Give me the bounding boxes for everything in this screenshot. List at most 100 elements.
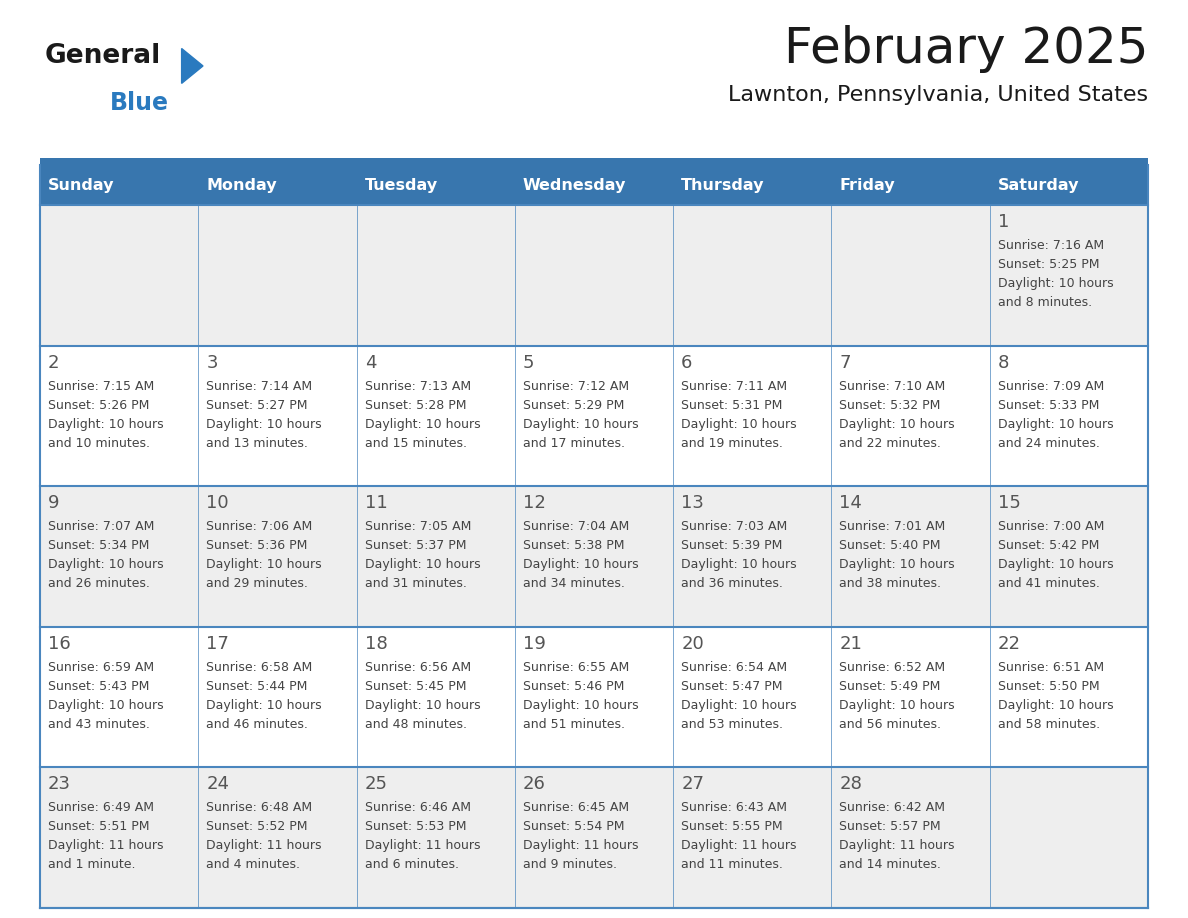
Text: Daylight: 11 hours: Daylight: 11 hours [681, 839, 797, 853]
Text: Sunrise: 7:14 AM: Sunrise: 7:14 AM [207, 380, 312, 393]
Text: 6: 6 [681, 353, 693, 372]
Text: Sunrise: 6:48 AM: Sunrise: 6:48 AM [207, 801, 312, 814]
Text: Sunset: 5:44 PM: Sunset: 5:44 PM [207, 680, 308, 693]
Text: and 34 minutes.: and 34 minutes. [523, 577, 625, 590]
Text: and 31 minutes.: and 31 minutes. [365, 577, 467, 590]
Text: Sunrise: 6:59 AM: Sunrise: 6:59 AM [48, 661, 154, 674]
Text: 9: 9 [48, 494, 59, 512]
Text: 21: 21 [840, 635, 862, 653]
Text: Daylight: 10 hours: Daylight: 10 hours [523, 418, 638, 431]
Bar [40, 158, 1148, 169]
Text: 23: 23 [48, 776, 71, 793]
Text: Sunset: 5:36 PM: Sunset: 5:36 PM [207, 539, 308, 553]
Text: February 2025: February 2025 [784, 25, 1148, 73]
Text: and 14 minutes.: and 14 minutes. [840, 858, 941, 871]
Text: Sunset: 5:38 PM: Sunset: 5:38 PM [523, 539, 625, 553]
Text: and 43 minutes.: and 43 minutes. [48, 718, 150, 731]
Text: and 51 minutes.: and 51 minutes. [523, 718, 625, 731]
Text: 15: 15 [998, 494, 1020, 512]
Text: and 17 minutes.: and 17 minutes. [523, 437, 625, 450]
Text: Sunset: 5:28 PM: Sunset: 5:28 PM [365, 398, 466, 411]
Text: Thursday: Thursday [681, 177, 765, 193]
Text: Sunrise: 6:56 AM: Sunrise: 6:56 AM [365, 661, 470, 674]
Text: 2: 2 [48, 353, 59, 372]
Text: Sunset: 5:43 PM: Sunset: 5:43 PM [48, 680, 150, 693]
Text: Sunrise: 6:49 AM: Sunrise: 6:49 AM [48, 801, 154, 814]
Text: Wednesday: Wednesday [523, 177, 626, 193]
Polygon shape [182, 49, 203, 84]
Text: Daylight: 10 hours: Daylight: 10 hours [840, 558, 955, 571]
Text: Sunset: 5:37 PM: Sunset: 5:37 PM [365, 539, 466, 553]
Text: 24: 24 [207, 776, 229, 793]
Text: Sunrise: 6:46 AM: Sunrise: 6:46 AM [365, 801, 470, 814]
Text: Daylight: 10 hours: Daylight: 10 hours [48, 699, 164, 711]
Text: Sunset: 5:45 PM: Sunset: 5:45 PM [365, 680, 466, 693]
Text: 4: 4 [365, 353, 377, 372]
Text: 26: 26 [523, 776, 545, 793]
Text: Daylight: 10 hours: Daylight: 10 hours [207, 699, 322, 711]
Text: Sunrise: 7:04 AM: Sunrise: 7:04 AM [523, 521, 630, 533]
Text: Sunset: 5:25 PM: Sunset: 5:25 PM [998, 258, 1099, 271]
Text: Sunset: 5:51 PM: Sunset: 5:51 PM [48, 821, 150, 834]
Text: Sunrise: 7:15 AM: Sunrise: 7:15 AM [48, 380, 154, 393]
Text: Daylight: 10 hours: Daylight: 10 hours [48, 558, 164, 571]
Text: Sunrise: 6:54 AM: Sunrise: 6:54 AM [681, 661, 788, 674]
Text: Sunrise: 7:03 AM: Sunrise: 7:03 AM [681, 521, 788, 533]
Text: Daylight: 10 hours: Daylight: 10 hours [365, 699, 480, 711]
Text: Daylight: 10 hours: Daylight: 10 hours [840, 418, 955, 431]
Text: Sunrise: 7:09 AM: Sunrise: 7:09 AM [998, 380, 1104, 393]
Text: 13: 13 [681, 494, 704, 512]
Text: and 24 minutes.: and 24 minutes. [998, 437, 1100, 450]
Text: Sunset: 5:57 PM: Sunset: 5:57 PM [840, 821, 941, 834]
Text: and 6 minutes.: and 6 minutes. [365, 858, 459, 871]
Text: Daylight: 10 hours: Daylight: 10 hours [681, 418, 797, 431]
Text: Daylight: 11 hours: Daylight: 11 hours [207, 839, 322, 853]
Text: Sunset: 5:46 PM: Sunset: 5:46 PM [523, 680, 624, 693]
Text: 19: 19 [523, 635, 545, 653]
Text: Sunset: 5:49 PM: Sunset: 5:49 PM [840, 680, 941, 693]
Text: 17: 17 [207, 635, 229, 653]
Text: and 9 minutes.: and 9 minutes. [523, 858, 617, 871]
Text: and 4 minutes.: and 4 minutes. [207, 858, 301, 871]
Bar [40, 345, 1148, 487]
Text: 1: 1 [998, 213, 1009, 231]
Text: and 13 minutes.: and 13 minutes. [207, 437, 308, 450]
Text: Daylight: 10 hours: Daylight: 10 hours [998, 558, 1113, 571]
Text: Sunset: 5:34 PM: Sunset: 5:34 PM [48, 539, 150, 553]
Text: Lawnton, Pennsylvania, United States: Lawnton, Pennsylvania, United States [728, 85, 1148, 105]
Text: Sunrise: 6:58 AM: Sunrise: 6:58 AM [207, 661, 312, 674]
Text: and 38 minutes.: and 38 minutes. [840, 577, 941, 590]
Text: Sunrise: 6:51 AM: Sunrise: 6:51 AM [998, 661, 1104, 674]
Text: Monday: Monday [207, 177, 277, 193]
Text: 25: 25 [365, 776, 387, 793]
Text: Tuesday: Tuesday [365, 177, 437, 193]
Text: Sunrise: 6:43 AM: Sunrise: 6:43 AM [681, 801, 788, 814]
Text: Sunset: 5:31 PM: Sunset: 5:31 PM [681, 398, 783, 411]
Text: and 46 minutes.: and 46 minutes. [207, 718, 308, 731]
Text: Sunrise: 7:13 AM: Sunrise: 7:13 AM [365, 380, 470, 393]
Text: Daylight: 10 hours: Daylight: 10 hours [523, 699, 638, 711]
Text: 22: 22 [998, 635, 1020, 653]
Text: and 36 minutes.: and 36 minutes. [681, 577, 783, 590]
Text: Daylight: 10 hours: Daylight: 10 hours [998, 699, 1113, 711]
Text: and 1 minute.: and 1 minute. [48, 858, 135, 871]
Text: Sunrise: 6:52 AM: Sunrise: 6:52 AM [840, 661, 946, 674]
Text: Daylight: 11 hours: Daylight: 11 hours [523, 839, 638, 853]
Text: and 19 minutes.: and 19 minutes. [681, 437, 783, 450]
Text: Sunrise: 7:10 AM: Sunrise: 7:10 AM [840, 380, 946, 393]
Text: Friday: Friday [840, 177, 895, 193]
Text: Sunset: 5:40 PM: Sunset: 5:40 PM [840, 539, 941, 553]
Bar [40, 165, 1148, 205]
Text: Sunrise: 6:42 AM: Sunrise: 6:42 AM [840, 801, 946, 814]
Text: Daylight: 10 hours: Daylight: 10 hours [365, 558, 480, 571]
Text: and 8 minutes.: and 8 minutes. [998, 296, 1092, 309]
Text: Saturday: Saturday [998, 177, 1079, 193]
Text: 3: 3 [207, 353, 217, 372]
Text: Daylight: 10 hours: Daylight: 10 hours [840, 699, 955, 711]
Text: 16: 16 [48, 635, 71, 653]
Text: Sunrise: 7:01 AM: Sunrise: 7:01 AM [840, 521, 946, 533]
Text: Sunset: 5:50 PM: Sunset: 5:50 PM [998, 680, 1099, 693]
Text: 27: 27 [681, 776, 704, 793]
Text: Sunrise: 6:45 AM: Sunrise: 6:45 AM [523, 801, 628, 814]
Text: and 11 minutes.: and 11 minutes. [681, 858, 783, 871]
